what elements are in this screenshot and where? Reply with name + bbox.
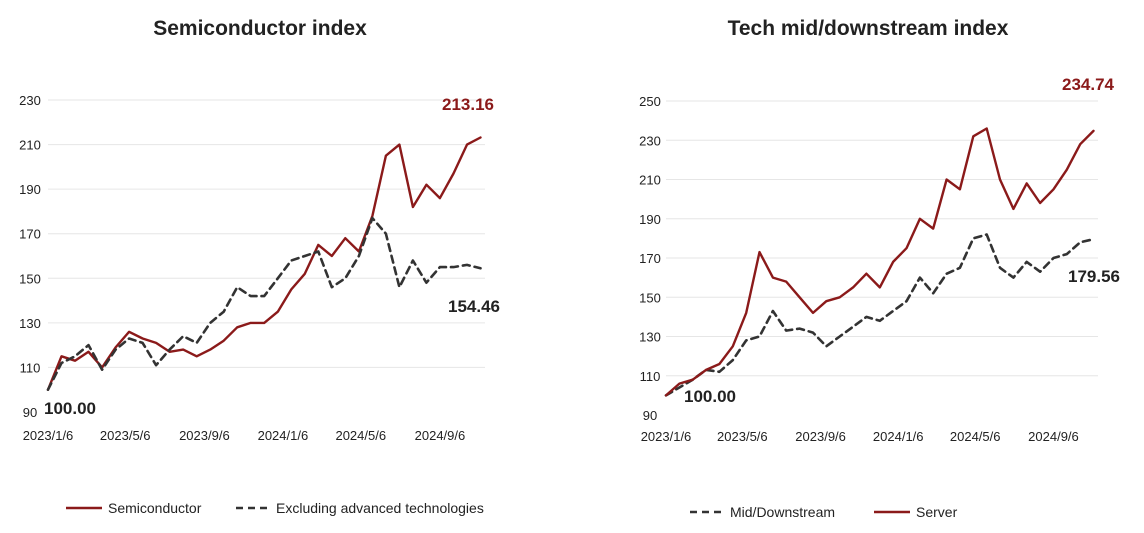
end-value-label: 179.56 [1068,267,1120,286]
end-value-label: 213.16 [442,95,494,114]
y-tick-label: 210 [19,138,41,153]
x-tick-label: 2023/5/6 [100,428,151,443]
y-tick-label: 150 [19,271,41,286]
legend-entry: Mid/Downstream [730,504,835,520]
series-line-excluding-advanced-technologies [46,216,482,392]
tech-mid-downstream-chart: Tech mid/downstream index 90 110 130 150 170… [639,17,1120,520]
y-tick-label: 170 [639,251,661,266]
x-tick-label: 2024/5/6 [335,428,386,443]
x-tick-label: 2024/1/6 [258,428,309,443]
x-axis-ticks: 2023/1/6 2023/5/6 2023/9/6 2024/1/6 2024/5/6… [23,428,466,443]
semiconductor-chart: Semiconductor index 90 110 130 150 170 190 210… [19,17,500,516]
legend: Mid/Downstream Server [690,504,958,520]
x-tick-label: 2024/5/6 [950,429,1001,444]
y-tick-label: 190 [19,182,41,197]
x-tick-label: 2024/9/6 [415,428,466,443]
start-value-label: 100.00 [684,387,736,406]
series-line-mid-downstream [664,233,1095,397]
x-tick-label: 2024/1/6 [873,429,924,444]
y-tick-label: 90 [643,408,657,423]
series-lines [664,127,1095,397]
y-tick-label: 230 [19,93,41,108]
end-value-label: 234.74 [1062,75,1115,94]
y-tick-label: 250 [639,94,661,109]
y-tick-label: 130 [639,330,661,345]
x-tick-label: 2023/1/6 [641,429,692,444]
y-tick-label: 130 [19,316,41,331]
y-tick-label: 90 [23,405,37,420]
y-axis-ticks: 90 110 130 150 170 190 210 230 [19,93,41,420]
x-tick-label: 2023/9/6 [795,429,846,444]
start-value-label: 100.00 [44,399,96,418]
legend: Semiconductor Excluding advanced technol… [66,500,484,516]
x-tick-label: 2023/5/6 [717,429,768,444]
x-tick-label: 2024/9/6 [1028,429,1079,444]
legend-entry: Semiconductor [108,500,202,516]
chart-title: Semiconductor index [153,17,367,40]
y-tick-label: 110 [640,369,661,384]
end-value-label: 154.46 [448,297,500,316]
grid [48,99,485,368]
y-tick-label: 110 [20,360,41,375]
y-tick-label: 230 [639,133,661,148]
series-line-semiconductor [46,136,482,391]
legend-entry: Excluding advanced technologies [276,500,484,516]
y-axis-ticks: 90 110 130 150 170 190 210 230 250 [639,94,661,423]
y-tick-label: 210 [639,173,661,188]
series-lines [46,136,482,392]
legend-entry: Server [916,504,958,520]
chart-title: Tech mid/downstream index [728,17,1009,40]
y-tick-label: 190 [639,212,661,227]
x-tick-label: 2023/1/6 [23,428,74,443]
x-axis-ticks: 2023/1/6 2023/5/6 2023/9/6 2024/1/6 2024/5/6… [641,429,1079,444]
y-tick-label: 170 [19,227,41,242]
x-tick-label: 2023/9/6 [179,428,230,443]
grid [666,100,1098,377]
series-line-server [664,127,1095,397]
y-tick-label: 150 [639,290,661,305]
